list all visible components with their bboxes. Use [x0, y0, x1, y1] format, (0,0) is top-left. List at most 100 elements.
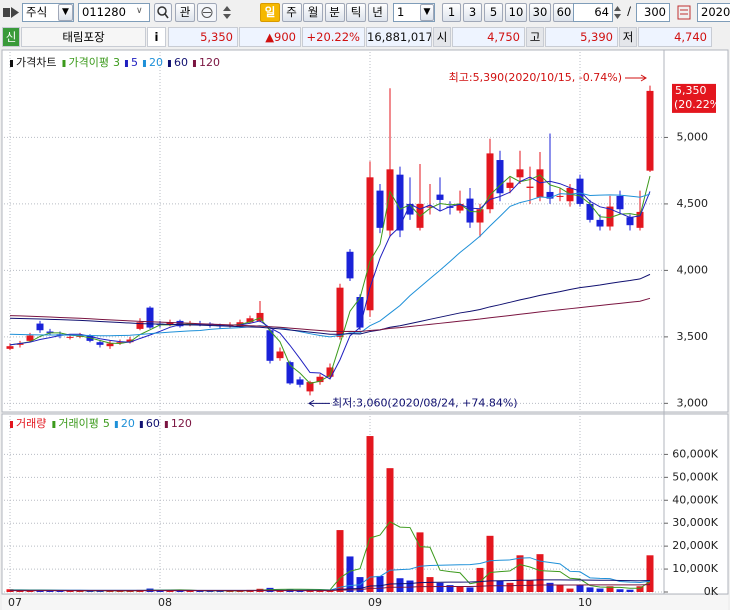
low-arrow: [308, 399, 330, 407]
candle-body: [286, 362, 294, 384]
period-button[interactable]: 년: [367, 3, 388, 22]
period-button[interactable]: 월: [303, 3, 323, 22]
moving-average-line: [9, 176, 651, 380]
legend-marker: [142, 60, 146, 67]
settings-button[interactable]: [675, 3, 693, 22]
legend-marker: [10, 60, 13, 67]
volume-bar: [616, 589, 624, 592]
count-input[interactable]: 64: [573, 3, 613, 22]
price-panel: [1, 49, 729, 413]
candle-body: [396, 174, 404, 231]
volume-bar: [526, 580, 534, 592]
dropdown-button[interactable]: ▼: [58, 4, 73, 21]
legend-marker: [192, 60, 196, 67]
volume-bar: [106, 590, 114, 592]
candle-body: [486, 153, 494, 210]
date-input[interactable]: 2020/: [697, 3, 730, 22]
change-percent: +20.22%: [302, 27, 365, 47]
legend-marker: [124, 60, 128, 67]
volume-bar: [336, 530, 344, 592]
volume-bar: [236, 590, 244, 592]
candle-body: [336, 287, 344, 337]
volume-bar: [176, 590, 184, 592]
volume-bar: [586, 587, 594, 592]
candle-body: [526, 186, 534, 188]
interval-button[interactable]: 30: [529, 3, 551, 22]
y-tick-label: 3,000: [677, 396, 709, 409]
volume-bar: [636, 586, 644, 592]
volume-bar: [646, 555, 654, 592]
interval-button[interactable]: 60: [553, 3, 575, 22]
period-button[interactable]: 분: [324, 3, 345, 22]
interval-button[interactable]: 5: [484, 3, 503, 22]
volume-bar: [56, 590, 64, 592]
updown-button[interactable]: [220, 3, 234, 22]
volume-bar: [456, 586, 464, 592]
candle-body: [546, 191, 554, 199]
volume-bar: [116, 590, 124, 592]
volume-bar: [416, 532, 424, 592]
search-button[interactable]: [154, 3, 172, 22]
candle-body: [426, 206, 434, 208]
code-text: 011280: [82, 5, 126, 19]
total-input[interactable]: 300: [636, 3, 670, 22]
candle-body: [406, 203, 414, 215]
legend-entry: 5: [131, 56, 138, 69]
low-annotation: 최저:3,060(2020/08/24, +74.84%): [332, 396, 518, 409]
y-tick-label: 40,000K: [672, 493, 718, 506]
menu-icon[interactable]: [1, 3, 21, 22]
volume-bar: [536, 554, 544, 592]
volume-bar: [216, 590, 224, 592]
code-input[interactable]: 011280: [78, 3, 150, 22]
legend-entry: 120: [199, 56, 220, 69]
interval-button[interactable]: 1: [442, 3, 461, 22]
volume-bar: [406, 580, 414, 592]
period-button[interactable]: 주: [281, 3, 302, 22]
interval-button[interactable]: 10: [505, 3, 527, 22]
volume-bar: [226, 590, 234, 592]
candle-body: [106, 343, 114, 347]
legend-marker: [52, 421, 56, 428]
volume-bar: [366, 436, 374, 592]
volume-bar: [386, 468, 394, 592]
candle-body: [356, 296, 364, 328]
candle-body: [346, 251, 354, 279]
volume-bar: [186, 590, 194, 592]
moving-average-line: [10, 584, 651, 592]
volume-bar: [596, 588, 604, 592]
open-label: 시: [433, 27, 451, 47]
count-separator: /: [627, 4, 631, 18]
interval-button[interactable]: 3: [463, 3, 482, 22]
volume-bar: [206, 590, 214, 592]
legend-entry: 20: [149, 56, 163, 69]
candle-body: [376, 190, 384, 228]
period-button[interactable]: 일: [260, 3, 280, 22]
code-dropdown[interactable]: ∨: [136, 6, 143, 16]
x-tick-label: 08: [158, 596, 172, 609]
watch-button[interactable]: 관: [175, 3, 195, 22]
legend-marker: [167, 60, 171, 67]
legend-marker: [139, 421, 143, 428]
candle-body: [326, 367, 334, 377]
high-label: 고: [526, 27, 544, 47]
alert-button[interactable]: [197, 3, 217, 22]
info-button[interactable]: i: [147, 27, 166, 47]
unit-text: 1: [397, 5, 405, 19]
volume-bar: [376, 575, 384, 592]
candle-body: [66, 336, 74, 338]
candle-body: [586, 203, 594, 220]
low-price: 4,740: [638, 27, 712, 47]
count-spin[interactable]: [613, 3, 622, 22]
unit-dropdown[interactable]: ▼: [420, 4, 434, 21]
low-label: 저: [619, 27, 637, 47]
y-tick-label: 5,000: [677, 130, 709, 143]
volume-bar: [466, 587, 474, 592]
candle-body: [636, 211, 644, 228]
price-change: ▲900: [239, 27, 301, 47]
candle-body: [16, 343, 24, 345]
legend-entry: 5: [103, 417, 110, 430]
y-tick-label: 30,000K: [672, 516, 718, 529]
candle-body: [296, 379, 304, 385]
period-button[interactable]: 틱: [346, 3, 366, 22]
